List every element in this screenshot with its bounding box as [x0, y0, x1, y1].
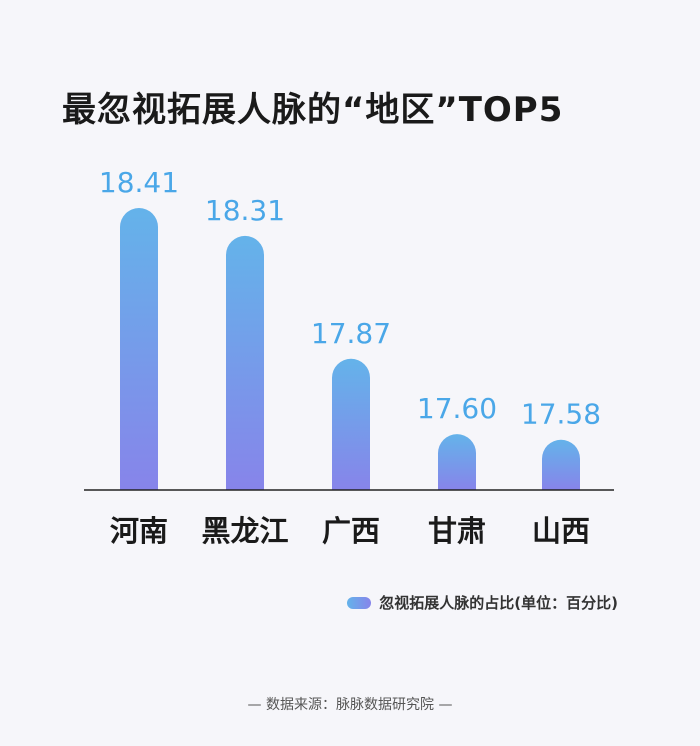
bar-河南 [120, 208, 158, 490]
value-label: 17.60 [417, 392, 497, 425]
chart-title: 最忽视拓展人脉的“地区”TOP5 [62, 90, 564, 130]
value-label: 18.41 [99, 166, 179, 199]
value-label: 17.58 [521, 398, 601, 431]
legend-label: 忽视拓展人脉的占比(单位：百分比) [379, 594, 618, 612]
bar-黑龙江 [226, 235, 264, 490]
legend-swatch [347, 596, 372, 609]
category-label: 山西 [532, 514, 590, 548]
category-label: 广西 [322, 514, 380, 548]
bar-甘肃 [438, 434, 476, 490]
category-label: 河南 [110, 514, 168, 548]
category-label: 甘肃 [428, 514, 486, 548]
value-label: 18.31 [205, 194, 285, 227]
bar-chart: 18.41 河南 18.31 黑龙江 17.87 广西 17.60 甘肃 17.58 山西 [84, 166, 614, 548]
bar-广西 [332, 358, 370, 490]
value-label: 17.87 [311, 317, 391, 350]
category-label: 黑龙江 [201, 514, 288, 548]
data-source: — 数据来源：脉脉数据研究院 — [247, 697, 453, 713]
bar-山西 [542, 439, 580, 490]
legend: 忽视拓展人脉的占比(单位：百分比) [347, 592, 618, 613]
